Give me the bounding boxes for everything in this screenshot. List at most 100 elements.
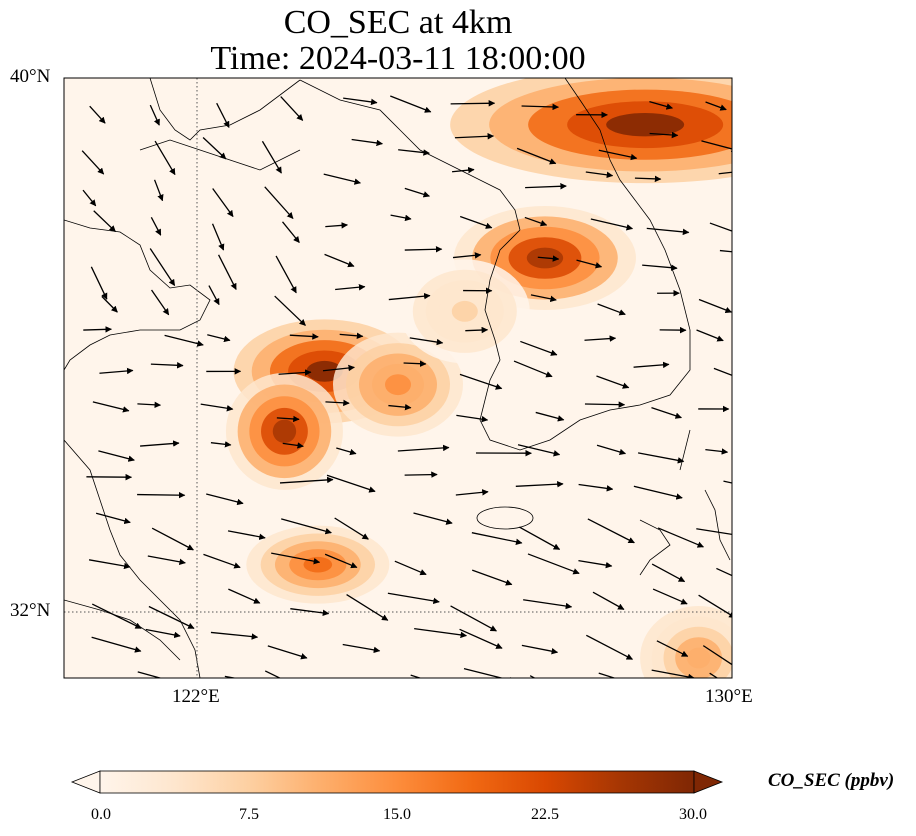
wind-arrow [92, 401, 130, 413]
wind-arrow [698, 298, 732, 313]
wind-arrow [387, 592, 440, 605]
wind-arrow [413, 512, 453, 525]
wind-arrow [346, 594, 389, 621]
wind-arrow [587, 518, 635, 544]
wind-arrow [95, 684, 128, 701]
wind-arrow [656, 640, 689, 657]
wind-arrow [702, 645, 732, 666]
wind-arrow [651, 669, 695, 678]
wind-arrow [342, 643, 381, 654]
wind-arrow [227, 530, 266, 540]
wind-arrow [261, 140, 282, 174]
wind-arrow [403, 360, 427, 367]
wind-arrow [397, 444, 450, 452]
wind-arrow [275, 255, 297, 294]
wind-arrow [598, 149, 638, 161]
colorbar-tick: 15.0 [383, 806, 411, 823]
colorbar-tick: 0.0 [91, 806, 111, 823]
wind-arrow [281, 518, 332, 535]
wind-arrow [147, 555, 186, 566]
wind-arrow [217, 254, 237, 290]
wind-arrow [576, 259, 603, 269]
wind-arrow [203, 553, 241, 569]
wind-arrow [90, 266, 108, 300]
wind-arrow [454, 133, 495, 140]
wind-arrow [153, 179, 164, 202]
wind-arrow [517, 444, 561, 457]
wind-arrow [206, 493, 244, 506]
wind-arrow [651, 407, 682, 419]
colorbar-gradient [99, 770, 695, 794]
wind-arrow [592, 591, 625, 610]
wind-arrow [98, 450, 135, 462]
wind-arrow [336, 447, 357, 456]
wind-arrow [140, 440, 180, 447]
wind-arrow [456, 414, 489, 423]
wind-arrow [590, 218, 634, 231]
concentration-contour [385, 374, 411, 396]
wind-arrow [451, 166, 475, 174]
wind-arrow [211, 223, 225, 251]
wind-arrow [455, 489, 489, 496]
gridlines [64, 78, 732, 678]
wind-arrow [524, 216, 548, 227]
wind-arrow [325, 399, 350, 407]
wind-arrow [346, 680, 395, 688]
wind-arrow [390, 95, 432, 113]
wind-arrow [709, 672, 719, 678]
wind-arrow [414, 628, 467, 639]
wind-arrow [326, 474, 376, 493]
wind-arrow [537, 255, 560, 262]
wind-arrow [705, 101, 727, 111]
wind-arrow [584, 401, 626, 408]
wind-arrow [696, 329, 724, 342]
wind-arrow [343, 97, 378, 106]
wind-arrow [95, 512, 131, 525]
wind-arrow [212, 188, 234, 218]
wind-arrow [516, 147, 557, 165]
wind-arrow [634, 175, 662, 183]
wind-arrow [633, 485, 683, 500]
wind-arrow [471, 532, 523, 545]
lat-label-32: 32°N [10, 600, 51, 621]
wind-arrow [527, 553, 580, 575]
wind-arrow [649, 131, 679, 139]
wind-arrow [149, 248, 176, 287]
colorbar [70, 770, 724, 794]
wind-arrow [713, 367, 732, 376]
plot-subtitle-time: Time: 2024-03-11 18:00:00 [210, 40, 586, 77]
wind-arrow [137, 491, 186, 499]
wind-arrow [264, 670, 282, 678]
map-frame [63, 77, 733, 679]
wind-arrow [210, 631, 259, 640]
wind-arrow [325, 222, 348, 229]
wind-arrow [324, 553, 358, 569]
wind-arrow [657, 527, 705, 548]
colorbar-tick: 7.5 [239, 806, 259, 823]
plot-title: CO_SEC at 4km [283, 4, 513, 41]
wind-arrow [290, 608, 330, 617]
lon-label-130: 130°E [705, 686, 753, 707]
wind-arrow [137, 401, 162, 409]
wind-arrow [398, 149, 430, 156]
wind-arrow [471, 569, 513, 586]
wind-arrow [535, 411, 565, 422]
wind-arrow [515, 480, 564, 488]
concentration-contour [306, 360, 343, 382]
wind-arrow [709, 222, 732, 232]
wind-arrow [404, 187, 430, 198]
wind-arrow [520, 340, 558, 356]
wind-arrow [339, 332, 364, 340]
wind-arrow [633, 361, 670, 369]
wind-arrow [322, 364, 355, 372]
wind-arrow [151, 527, 194, 551]
wind-arrow [705, 448, 729, 455]
wind-arrow [652, 588, 688, 605]
wind-arrow [101, 295, 118, 313]
wind-arrow [584, 335, 617, 342]
wind-arrow [716, 567, 732, 577]
wind-arrow [530, 294, 557, 303]
wind-arrow [150, 216, 162, 236]
wind-arrow [282, 442, 304, 449]
wind-arrow [323, 173, 361, 185]
